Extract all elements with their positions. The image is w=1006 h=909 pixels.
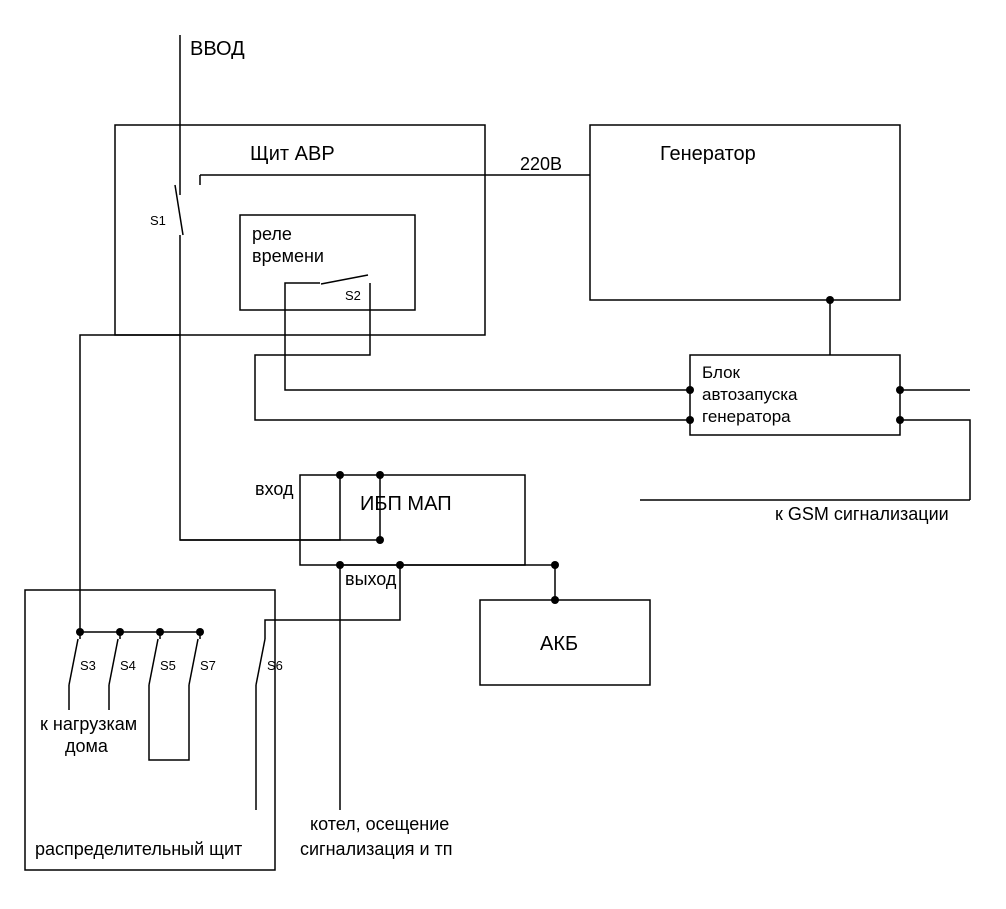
label-s3: S3 (80, 658, 96, 673)
label-ups: ИБП МАП (360, 493, 452, 515)
node (896, 416, 904, 424)
wire-ups-input (180, 335, 340, 540)
node (396, 561, 404, 569)
label-220v: 220В (520, 154, 562, 174)
node (156, 628, 164, 636)
node (116, 628, 124, 636)
label-s2: S2 (345, 288, 361, 303)
node (76, 628, 84, 636)
switch-s5 (149, 639, 158, 685)
label-vyhod: выход (345, 569, 397, 589)
node (336, 561, 344, 569)
label-boiler2: сигнализация и тп (300, 839, 453, 859)
node (686, 386, 694, 394)
node (336, 471, 344, 479)
node (896, 386, 904, 394)
label-s5: S5 (160, 658, 176, 673)
wire-shield-to-dist (80, 335, 180, 632)
wire-autostart-to-relay-b (255, 283, 690, 420)
label-vhod: вход (255, 479, 294, 499)
switch-s1 (175, 185, 183, 235)
label-autostart1: Блок (702, 363, 741, 382)
switch-s3 (69, 639, 78, 685)
label-vvod: ВВОД (190, 38, 245, 60)
label-loads1: к нагрузкам (40, 714, 137, 734)
label-autostart2: автозапуска (702, 385, 798, 404)
node (826, 296, 834, 304)
label-shield: Щит АВР (250, 143, 335, 165)
switch-s6 (256, 639, 265, 685)
node (551, 596, 559, 604)
switch-s7 (189, 639, 198, 685)
label-s6: S6 (267, 658, 283, 673)
label-s4: S4 (120, 658, 136, 673)
switch-s4 (109, 639, 118, 685)
label-s7: S7 (200, 658, 216, 673)
label-relay2: времени (252, 246, 324, 266)
node (376, 536, 384, 544)
label-gsm: к GSM сигнализации (775, 504, 949, 524)
label-s1: S1 (150, 213, 166, 228)
node (551, 561, 559, 569)
label-autostart3: генератора (702, 407, 791, 426)
node (196, 628, 204, 636)
ups-box (300, 475, 525, 565)
label-loads2: дома (65, 736, 109, 756)
wire-autostart-right-b (900, 420, 970, 500)
label-boiler1: котел, осещение (310, 814, 449, 834)
node (686, 416, 694, 424)
switch-s2 (321, 275, 368, 284)
label-generator: Генератор (660, 143, 756, 165)
label-distboard: распределительный щит (35, 839, 242, 859)
node (376, 471, 384, 479)
label-relay1: реле (252, 224, 292, 244)
wire-s5-s7-loop (149, 685, 189, 760)
label-akb: АКБ (540, 633, 578, 655)
